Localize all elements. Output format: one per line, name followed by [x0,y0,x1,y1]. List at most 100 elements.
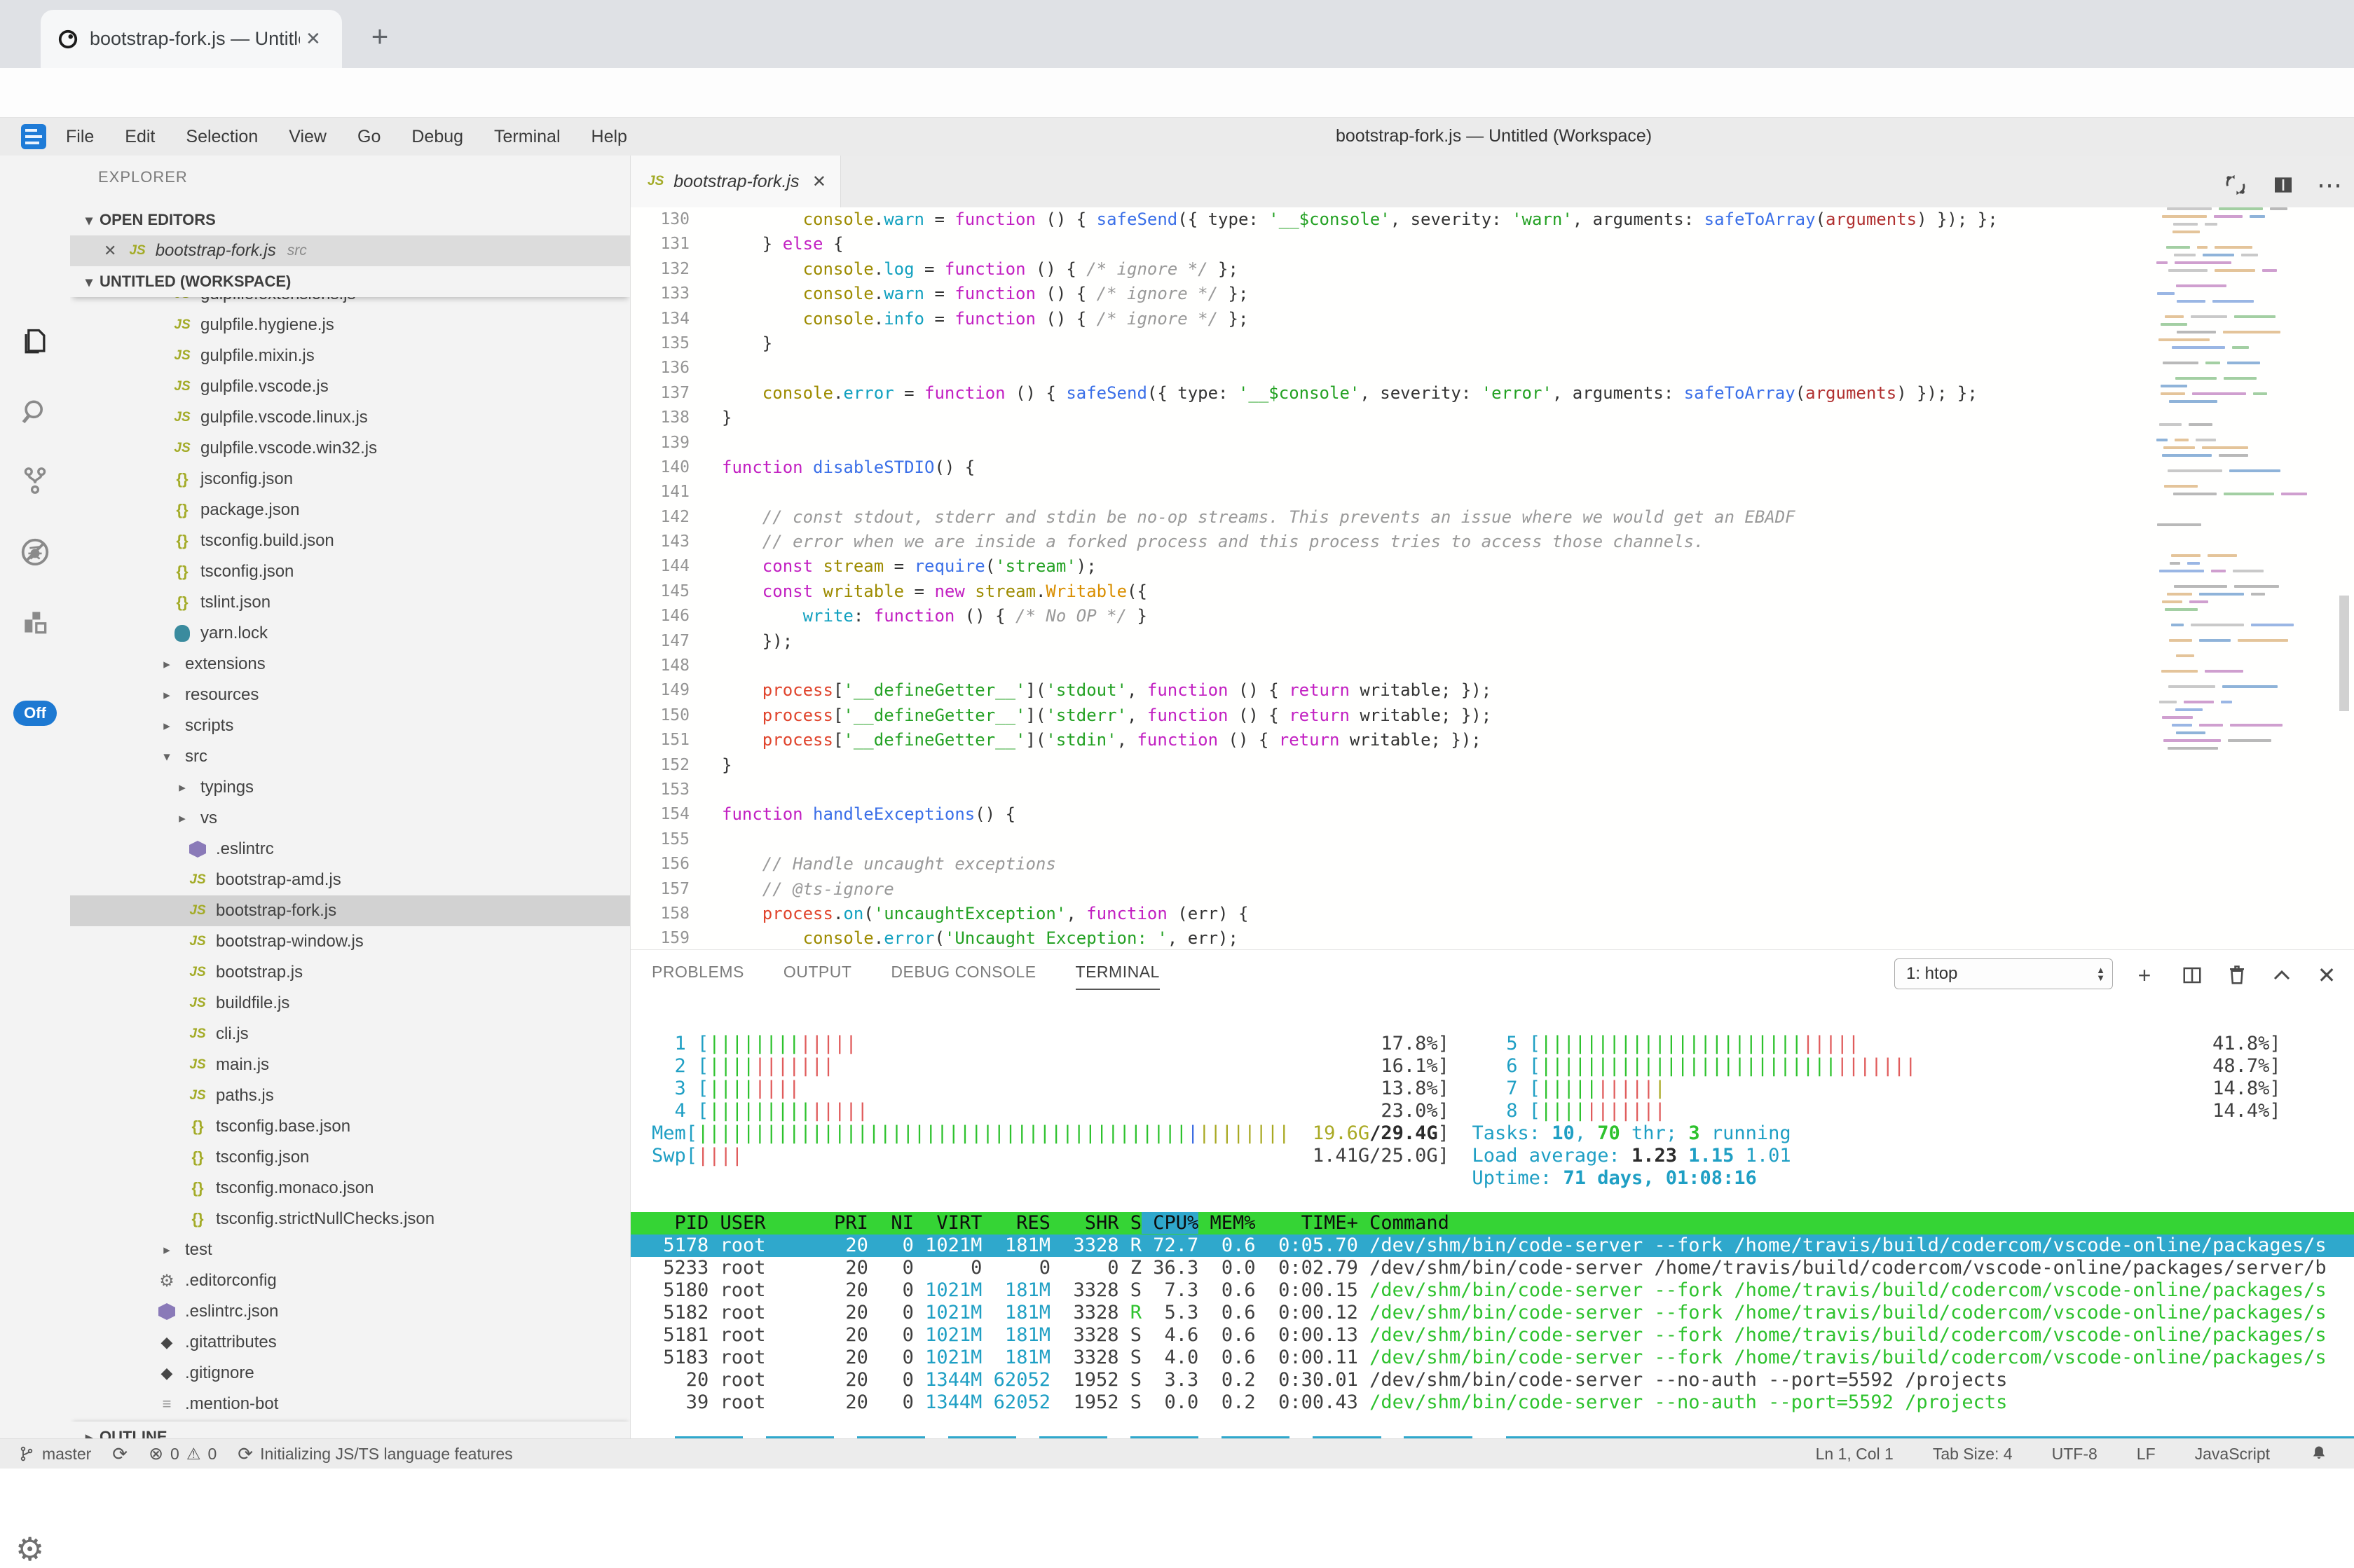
tree-item-yarn-lock[interactable]: yarn.lock [70,618,630,649]
close-icon[interactable]: ✕ [104,242,117,259]
browser-tab[interactable]: bootstrap-fork.js — Untitled (V ✕ [41,10,342,68]
explorer-icon[interactable] [17,324,53,360]
process-row-5182[interactable]: 5182 root 20 0 1021M 181M 3328 R 5.3 0.6… [652,1302,2327,1323]
tab-close-icon[interactable]: ✕ [812,172,826,191]
tree-item-buildfile-js[interactable]: JS buildfile.js [70,988,630,1019]
tab-close-icon[interactable]: ✕ [306,28,321,49]
process-row-39[interactable]: 39 root 20 0 1344M 62052 1952 S 0.0 0.2 … [652,1391,2008,1413]
tree-item-paths-js[interactable]: JS paths.js [70,1080,630,1111]
process-row-5181[interactable]: 5181 root 20 0 1021M 181M 3328 S 4.6 0.6… [652,1324,2327,1346]
status-javascript[interactable]: JavaScript [2194,1444,2270,1463]
panel-tab-problems[interactable]: PROBLEMS [652,962,744,981]
sync-status-icon[interactable]: ⟳ [112,1443,128,1464]
menu-item-help[interactable]: Help [591,126,627,146]
tree-item-gulpfile-vscode-win32-js[interactable]: JS gulpfile.vscode.win32.js [70,433,630,464]
debug-icon[interactable] [17,534,53,570]
tree-item-typings[interactable]: ▸ typings [70,772,630,803]
tree-item-src[interactable]: ▾ src [70,741,630,772]
tree-item-gulpfile-vscode-linux-js[interactable]: JS gulpfile.vscode.linux.js [70,402,630,433]
status-tab-size-4[interactable]: Tab Size: 4 [1932,1444,2013,1463]
tree-item-bootstrap-amd-js[interactable]: JS bootstrap-amd.js [70,865,630,895]
bell-icon[interactable] [2309,1444,2329,1464]
process-row-5178[interactable]: 5178 root 20 0 1021M 181M 3328 R 72.7 0.… [631,1235,2354,1257]
tree-item-bootstrap-fork-js[interactable]: JS bootstrap-fork.js [70,895,630,926]
tree-item-cli-js[interactable]: JS cli.js [70,1019,630,1050]
panel-tab-output[interactable]: OUTPUT [783,962,852,981]
tree-item--gitignore[interactable]: ◆ .gitignore [70,1358,630,1389]
terminal-select[interactable]: 1: htop ▲ ▼ [1894,958,2113,989]
tree-item--eslintrc[interactable]: .eslintrc [70,834,630,865]
tree-item-tsconfig-build-json[interactable]: {} tsconfig.build.json [70,525,630,556]
status-lf[interactable]: LF [2136,1444,2156,1463]
menu-item-selection[interactable]: Selection [186,126,259,146]
tree-item-tsconfig-base-json[interactable]: {} tsconfig.base.json [70,1111,630,1142]
sync-icon[interactable] [2222,171,2250,199]
language-status-item[interactable]: ⟳ Initializing JS/TS language features [238,1443,512,1465]
menu-item-terminal[interactable]: Terminal [494,126,561,146]
search-icon[interactable] [17,394,53,430]
process-row-5233[interactable]: 5233 root 20 0 0 0 0 Z 36.3 0.0 0:02.79 … [652,1257,2327,1279]
tree-item-test[interactable]: ▸ test [70,1235,630,1265]
panel-tab-terminal[interactable]: TERMINAL [1075,963,1160,990]
editor-scrollbar[interactable] [2339,596,2349,711]
panel-tab-debug-console[interactable]: DEBUG CONSOLE [891,962,1036,981]
problems-item[interactable]: ⊗ 0 ⚠ 0 [149,1443,217,1464]
vscode-logo[interactable] [21,124,46,149]
htop-function-key-bar[interactable]: F1Help F2Setup F3SearchF4FilterF5Tree F6… [631,1436,2354,1439]
status-badge-off[interactable]: Off [13,701,57,726]
menu-item-edit[interactable]: Edit [125,126,156,146]
tree-item--eslintrc-json[interactable]: .eslintrc.json [70,1296,630,1327]
tree-item-gulpfile-extensions-js[interactable]: JS gulpfile.extensions.js [70,297,630,310]
tree-item-gulpfile-mixin-js[interactable]: JS gulpfile.mixin.js [70,341,630,371]
close-panel-icon[interactable]: ✕ [2317,963,2336,988]
new-tab-button[interactable]: + [371,20,389,53]
tree-item-tsconfig-strictNullChecks-json[interactable]: {} tsconfig.strictNullChecks.json [70,1204,630,1235]
extensions-icon[interactable] [17,604,53,640]
tree-item-tsconfig-json[interactable]: {} tsconfig.json [70,1142,630,1173]
tree-item-bootstrap-js[interactable]: JS bootstrap.js [70,957,630,988]
process-row-5180[interactable]: 5180 root 20 0 1021M 181M 3328 S 7.3 0.6… [652,1279,2327,1301]
new-terminal-icon[interactable]: + [2137,962,2151,988]
code-area[interactable]: 130 console.warn = function () { safeSen… [631,207,2354,949]
menu-item-view[interactable]: View [289,126,327,146]
editor-tab[interactable]: JS bootstrap-fork.js ✕ [631,156,841,207]
more-actions-icon[interactable]: ⋯ [2317,170,2342,199]
tree-item-tsconfig-monaco-json[interactable]: {} tsconfig.monaco.json [70,1173,630,1204]
tree-item-tslint-json[interactable]: {} tslint.json [70,587,630,618]
menu-item-debug[interactable]: Debug [411,126,464,146]
maximize-panel-icon[interactable] [2268,961,2296,989]
settings-gear-icon[interactable]: ⚙ [15,1531,45,1567]
tree-item-resources[interactable]: ▸ resources [70,680,630,710]
tree-item-bootstrap-window-js[interactable]: JS bootstrap-window.js [70,926,630,957]
tree-item--editorconfig[interactable]: ⚙ .editorconfig [70,1265,630,1296]
menu-item-go[interactable]: Go [357,126,381,146]
tree-item-tsconfig-json[interactable]: {} tsconfig.json [70,556,630,587]
tree-item-vs[interactable]: ▸ vs [70,803,630,834]
workspace-header[interactable]: ▾ UNTITLED (WORKSPACE) [70,266,630,297]
process-row-20[interactable]: 20 root 20 0 1344M 62052 1952 S 3.3 0.2 … [652,1369,2008,1391]
tree-item-scripts[interactable]: ▸ scripts [70,710,630,741]
terminal-output[interactable]: 1 [||||||||||||| 17.8%] 5 [|||||||||||||… [631,1033,2354,1439]
status-utf-8[interactable]: UTF-8 [2051,1444,2098,1463]
git-branch-item[interactable]: master [18,1445,91,1464]
tree-item-jsconfig-json[interactable]: {} jsconfig.json [70,464,630,495]
tree-item-extensions[interactable]: ▸ extensions [70,649,630,680]
open-editor-item[interactable]: ✕ JS bootstrap-fork.js src [70,235,630,266]
kill-terminal-trash-icon[interactable] [2223,961,2251,989]
source-control-icon[interactable] [17,462,53,499]
menu-item-file[interactable]: File [66,126,95,146]
tree-item-gulpfile-hygiene-js[interactable]: JS gulpfile.hygiene.js [70,310,630,341]
split-terminal-icon[interactable] [2178,961,2206,989]
uptime-line: Uptime: 71 days, 01:08:16 [1472,1167,1757,1189]
status-ln-1-col-1[interactable]: Ln 1, Col 1 [1815,1444,1894,1463]
tree-item--mention-bot[interactable]: ≡ .mention-bot [70,1389,630,1419]
split-editor-icon[interactable] [2269,171,2297,199]
minimap[interactable] [2151,207,2307,768]
tree-item-gulpfile-vscode-js[interactable]: JS gulpfile.vscode.js [70,371,630,402]
tree-item-main-js[interactable]: JS main.js [70,1050,630,1080]
process-row-5183[interactable]: 5183 root 20 0 1021M 181M 3328 S 4.0 0.6… [652,1347,2327,1368]
tree-item--gitattributes[interactable]: ◆ .gitattributes [70,1327,630,1358]
outline-header[interactable]: ▸ OUTLINE [70,1422,630,1438]
open-editors-header[interactable]: ▾ OPEN EDITORS [70,205,630,235]
tree-item-package-json[interactable]: {} package.json [70,495,630,525]
